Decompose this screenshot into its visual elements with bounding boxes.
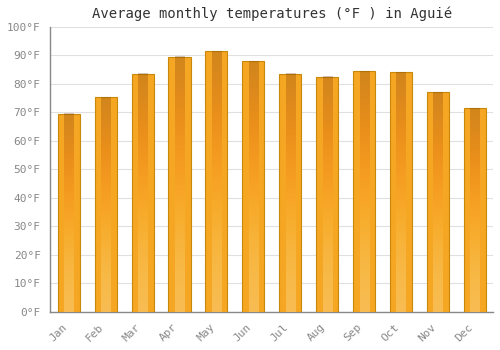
Bar bbox=[316, 77, 338, 312]
Bar bbox=[132, 74, 154, 312]
Bar bbox=[279, 74, 301, 312]
Bar bbox=[242, 61, 264, 312]
Bar bbox=[426, 92, 449, 312]
Bar bbox=[464, 108, 485, 312]
Bar bbox=[58, 114, 80, 312]
Bar bbox=[206, 51, 228, 312]
Bar bbox=[353, 71, 375, 312]
Bar bbox=[94, 98, 117, 312]
Bar bbox=[390, 72, 412, 312]
Title: Average monthly temperatures (°F ) in Aguié: Average monthly temperatures (°F ) in Ag… bbox=[92, 7, 452, 21]
Bar bbox=[168, 57, 190, 312]
